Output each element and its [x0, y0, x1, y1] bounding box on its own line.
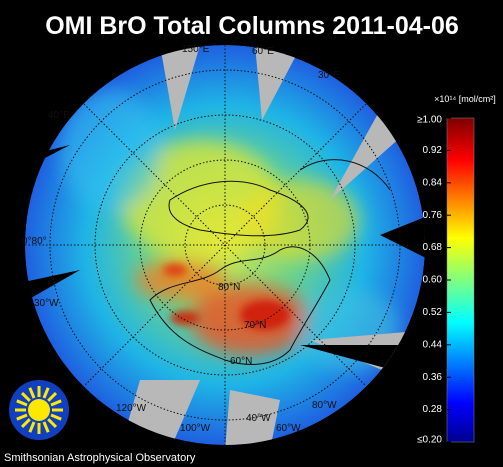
sun-ray	[28, 421, 36, 433]
colorbar-tick-label: 0.84	[423, 177, 443, 188]
map-label: 120°W	[116, 403, 147, 414]
sun-ray	[47, 391, 58, 402]
sun-ray	[16, 399, 28, 407]
sun-ray	[20, 391, 31, 402]
map-label: 40°W	[246, 413, 271, 424]
colorbar-tick-label: 0.92	[423, 145, 443, 156]
sun-ray	[28, 387, 36, 399]
colorbar-tick-label: 0.36	[423, 372, 443, 383]
map-label: 40°E	[48, 110, 70, 121]
map-label: 30°W	[34, 298, 59, 309]
sun-ray	[47, 418, 58, 429]
sun-ray	[42, 421, 50, 433]
sun-ray	[42, 387, 50, 399]
map-label: 30°E	[318, 70, 340, 81]
map-label: 60°N	[230, 356, 252, 367]
logo	[9, 380, 69, 440]
map-label: 70°N	[244, 320, 266, 331]
colorbar	[446, 117, 475, 443]
sun-ray	[50, 413, 62, 421]
map	[25, 45, 425, 445]
map-label: 60°W	[276, 423, 301, 434]
map-labels: 150°E 60°E 30°E 40°E 0°80° 30°W 80°N 70°N 60°N 12…	[22, 44, 340, 434]
colorbar-tick-label: ≤0.20	[417, 435, 442, 446]
map-label: 80°W	[312, 400, 337, 411]
colorbar-unit: ×10¹⁴ [mol/cm²]	[434, 94, 496, 104]
footer: Smithsonian Astrophysical Observatory	[4, 452, 196, 464]
title: OMI BrO Total Columns 2011-04-06	[45, 12, 459, 40]
colorbar-tick-label: ≥1.00	[417, 115, 442, 126]
map-label: 60°E	[252, 46, 274, 57]
sun-ray	[20, 418, 31, 429]
map-label: 100°W	[180, 423, 211, 434]
colorbar-tick-label: 0.68	[423, 242, 443, 253]
colorbar-tick-label: 0.28	[423, 404, 443, 415]
colorbar-tick-label: 0.44	[423, 339, 443, 350]
colorbar-tick-label: 0.52	[423, 307, 443, 318]
colorbar-tick-label: 0.60	[423, 275, 443, 286]
colorbar-ticks: ≥1.00 0.92 0.84 0.76 0.68 0.60 0.52 0.44 0.36 0.2…	[417, 115, 451, 446]
sun-ray	[16, 413, 28, 421]
map-label: 80°N	[218, 282, 240, 293]
map-label: 0°80°	[22, 236, 47, 247]
colorbar-tick-label: 0.76	[423, 210, 443, 221]
sun-ray	[50, 399, 62, 407]
map-label: 150°E	[182, 44, 210, 55]
